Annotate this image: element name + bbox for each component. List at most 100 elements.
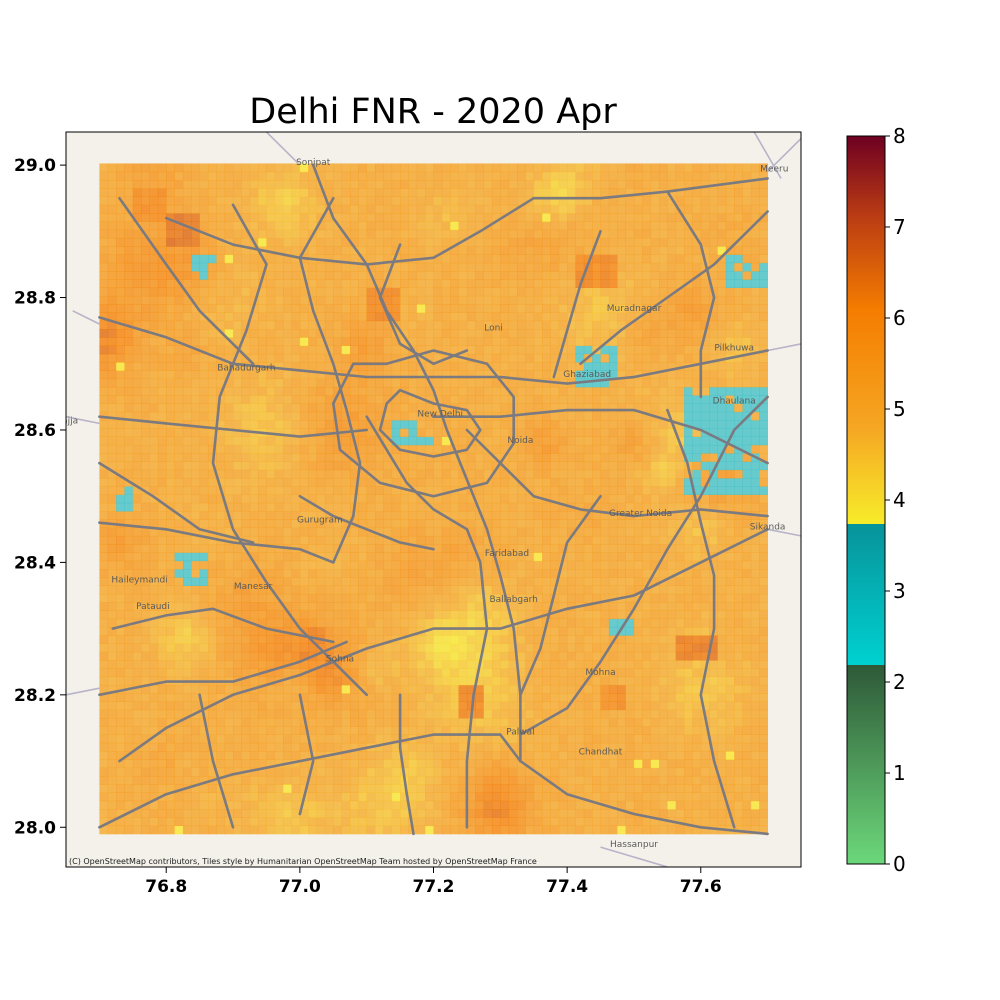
heatmap-cell: [709, 345, 718, 355]
heatmap-cell: [642, 420, 652, 429]
heatmap-cell: [107, 718, 117, 727]
heatmap-cell: [266, 370, 276, 380]
heatmap-cell: [709, 403, 718, 413]
heatmap-cell: [425, 742, 434, 752]
heatmap-cell: [416, 809, 426, 818]
heatmap-cell: [759, 544, 768, 553]
heatmap-cell: [558, 411, 568, 421]
heatmap-cell: [483, 320, 493, 330]
heatmap-cell: [416, 775, 426, 785]
heatmap-cell: [508, 660, 518, 669]
heatmap-cell: [383, 593, 393, 603]
heatmap-cell: [592, 577, 601, 586]
heatmap-cell: [199, 651, 209, 661]
heatmap-cell: [750, 569, 760, 578]
heatmap-cell: [299, 345, 309, 355]
heatmap-cell: [316, 395, 326, 404]
heatmap-cell: [207, 767, 217, 777]
heatmap-cell: [116, 420, 125, 429]
heatmap-cell: [191, 436, 201, 446]
heatmap-cell: [266, 552, 276, 562]
heatmap-cell: [583, 734, 593, 744]
heatmap-cell: [725, 444, 735, 454]
heatmap-cell: [324, 370, 334, 380]
heatmap-cell: [466, 461, 476, 471]
heatmap-cell: [525, 535, 535, 545]
heatmap-cell: [692, 477, 702, 487]
heatmap-cell: [366, 395, 376, 404]
heatmap-cell: [491, 320, 501, 330]
heatmap-cell: [99, 759, 109, 769]
heatmap-cell: [542, 668, 551, 678]
heatmap-cell: [216, 477, 226, 487]
heatmap-cell: [475, 420, 485, 429]
heatmap-cell: [517, 792, 526, 802]
heatmap-cell: [592, 693, 601, 702]
heatmap-cell: [441, 660, 451, 669]
heatmap-cell: [324, 444, 334, 454]
heatmap-cell: [525, 610, 535, 620]
heatmap-cell: [349, 552, 359, 562]
heatmap-cell: [717, 577, 727, 586]
heatmap-cell: [458, 759, 468, 769]
heatmap-cell: [650, 511, 660, 520]
heatmap-cell: [207, 709, 217, 719]
heatmap-cell: [299, 593, 309, 603]
heatmap-cell: [558, 511, 568, 520]
heatmap-cell: [450, 635, 459, 644]
heatmap-cell: [299, 403, 309, 413]
heatmap-cell: [358, 386, 368, 396]
heatmap-cell: [667, 734, 677, 744]
heatmap-cell: [441, 817, 451, 827]
heatmap-cell: [233, 701, 242, 711]
heatmap-cell: [425, 320, 434, 330]
heatmap-cell: [375, 767, 384, 777]
heatmap-cell: [450, 362, 459, 371]
heatmap-cell: [659, 386, 668, 396]
heatmap-cell: [483, 718, 493, 727]
heatmap-cell: [349, 585, 359, 595]
heatmap-cell: [500, 643, 510, 653]
heatmap-cell: [324, 494, 334, 504]
heatmap-cell: [174, 312, 184, 322]
heatmap-cell: [441, 362, 451, 371]
heatmap-cell: [157, 577, 167, 586]
heatmap-cell: [575, 585, 585, 595]
heatmap-cell: [141, 593, 150, 603]
heatmap-cell: [308, 693, 317, 702]
heatmap-cell: [333, 668, 343, 678]
heatmap-cell: [542, 362, 551, 371]
heatmap-cell: [617, 444, 626, 454]
heatmap-cell: [625, 395, 635, 404]
heatmap-cell: [416, 800, 426, 810]
heatmap-cell: [266, 453, 276, 462]
heatmap-cell: [466, 420, 476, 429]
heatmap-cell: [116, 428, 125, 437]
heatmap-cell: [416, 444, 426, 454]
heatmap-cell: [333, 353, 343, 363]
heatmap-cell: [383, 734, 393, 744]
heatmap-cell: [700, 577, 710, 586]
heatmap-cell: [458, 552, 468, 562]
heatmap-cell: [358, 353, 368, 363]
heatmap-cell: [99, 544, 109, 553]
heatmap-cell: [366, 817, 376, 827]
heatmap-cell: [400, 519, 409, 529]
heatmap-cell: [383, 800, 393, 810]
heatmap-cell: [583, 453, 593, 462]
heatmap-cell: [216, 742, 226, 752]
heatmap-cell: [433, 569, 443, 578]
heatmap-cell: [600, 428, 610, 437]
heatmap-cell: [667, 544, 677, 553]
heatmap-cell: [341, 718, 351, 727]
heatmap-cell: [533, 660, 543, 669]
heatmap-cell: [675, 618, 685, 628]
heatmap-cell: [759, 643, 768, 653]
heatmap-cell: [207, 726, 217, 735]
heatmap-cell: [466, 502, 476, 512]
heatmap-cell: [249, 693, 259, 702]
heatmap-cell: [450, 370, 459, 380]
heatmap-cell: [116, 535, 125, 545]
heatmap-cell: [625, 477, 635, 487]
heatmap-cell: [233, 742, 242, 752]
